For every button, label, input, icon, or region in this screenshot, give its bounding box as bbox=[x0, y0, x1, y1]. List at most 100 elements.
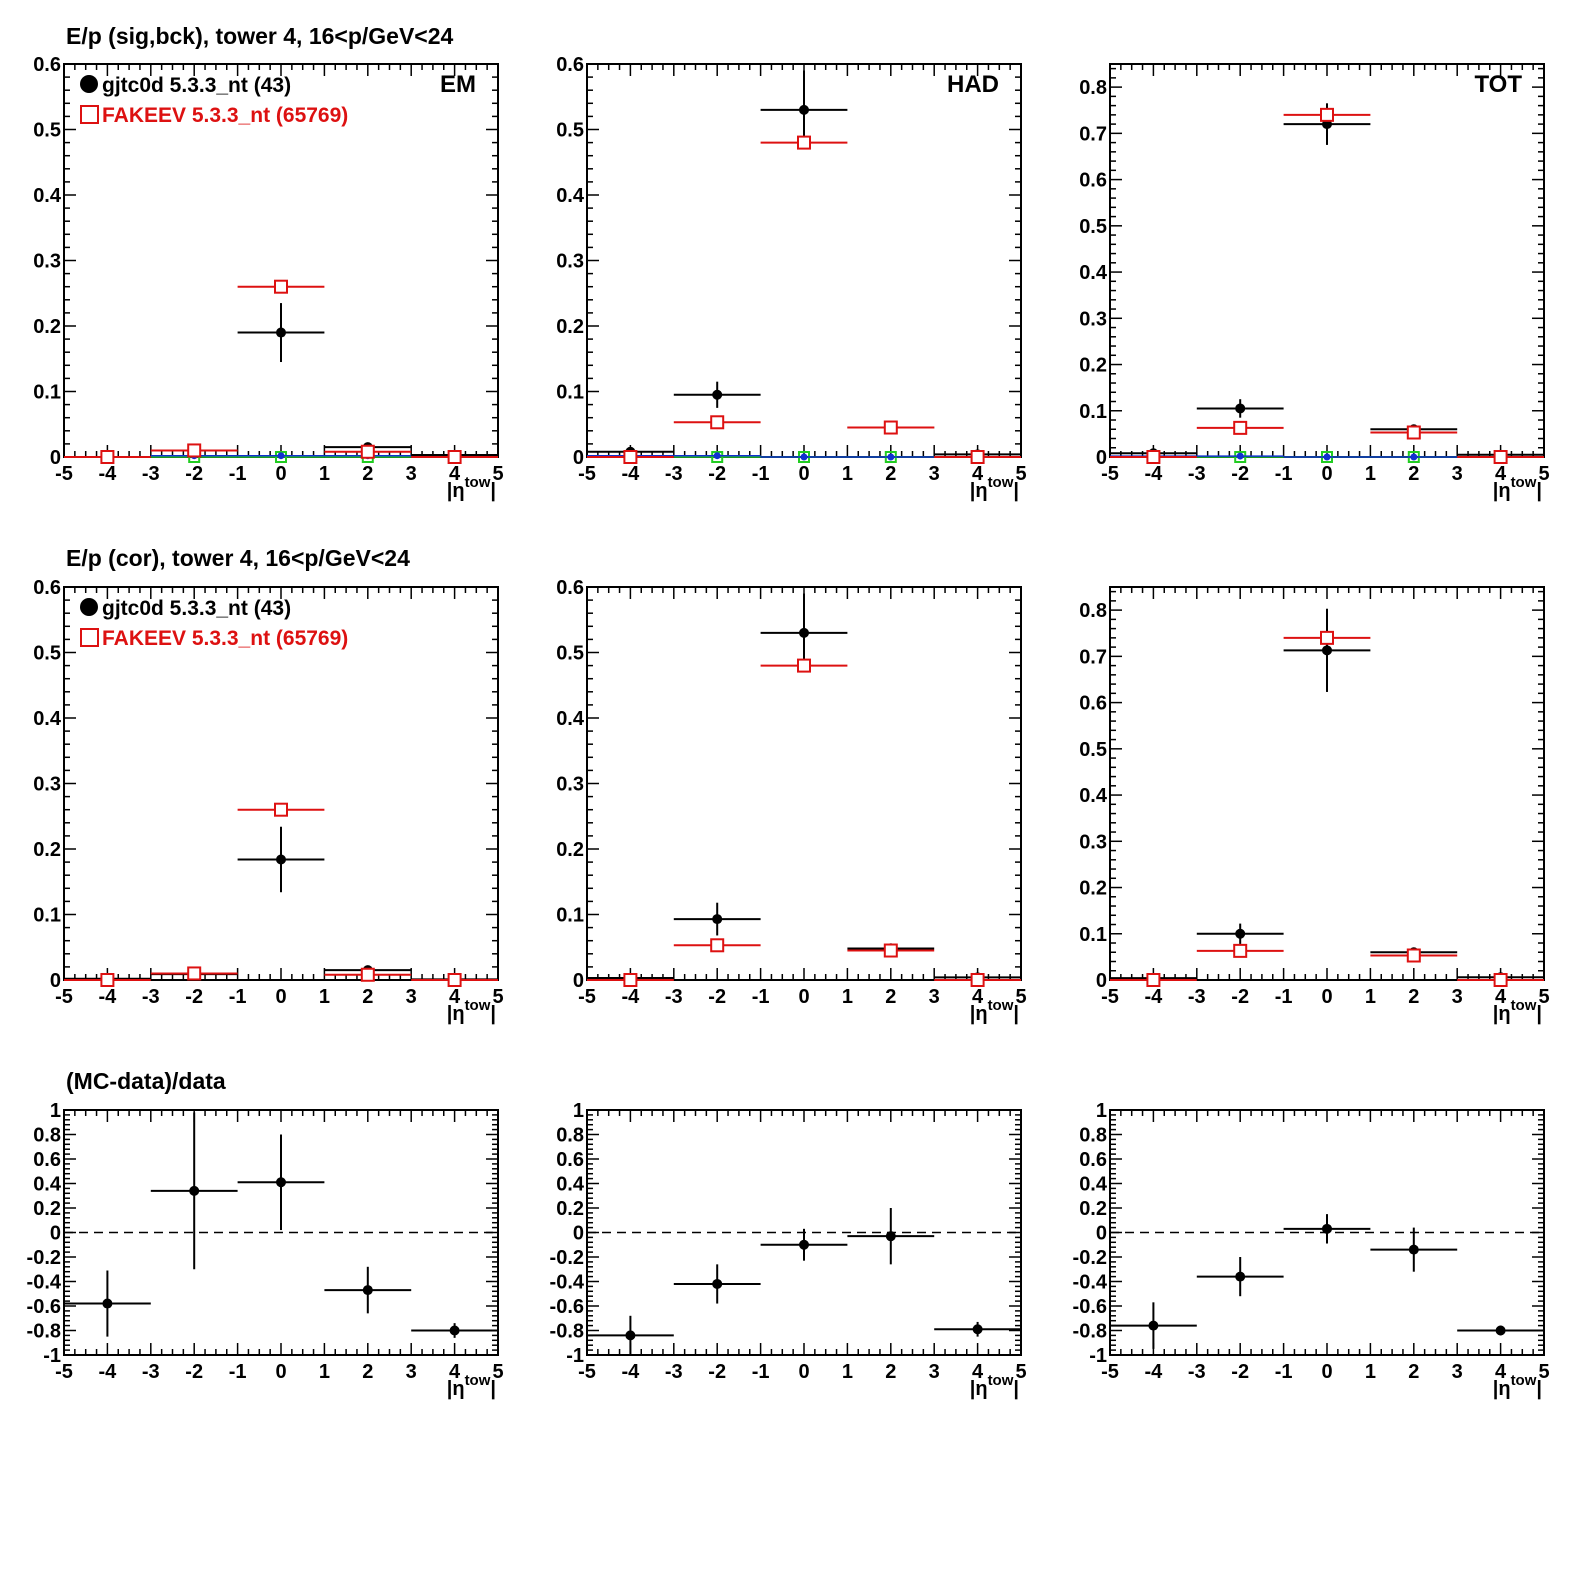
data-point bbox=[1322, 1223, 1332, 1234]
x-tick-label: -1 bbox=[229, 1361, 247, 1383]
x-tick-label: -3 bbox=[142, 986, 160, 1008]
y-tick-label: -1 bbox=[43, 1345, 61, 1367]
y-tick-label: 0.1 bbox=[33, 905, 61, 927]
panel-tag: HAD bbox=[947, 71, 999, 98]
mc-point bbox=[1233, 420, 1248, 435]
x-axis-label: |ηtow| bbox=[447, 474, 496, 502]
x-tick-label: 5 bbox=[492, 1361, 503, 1383]
y-tick-label: 0.2 bbox=[1079, 1198, 1107, 1220]
data-point bbox=[712, 914, 723, 925]
y-tick-label: 0.1 bbox=[556, 905, 584, 927]
y-tick-label: 0.2 bbox=[556, 316, 584, 338]
x-tick-label: 2 bbox=[1408, 463, 1419, 485]
y-tick-label: 0.8 bbox=[1079, 1125, 1107, 1147]
x-tick-label: 0 bbox=[275, 986, 286, 1008]
x-tick-label: -5 bbox=[578, 463, 596, 485]
y-tick-label: -0.4 bbox=[550, 1272, 585, 1294]
x-tick-label: 2 bbox=[1408, 986, 1419, 1008]
x-tick-label: 2 bbox=[885, 463, 896, 485]
y-tick-label: -0.6 bbox=[1073, 1296, 1107, 1318]
y-tick-label: 0.2 bbox=[556, 1198, 584, 1220]
y-tick-label: 0.4 bbox=[1079, 262, 1108, 284]
data-point bbox=[1148, 1320, 1159, 1331]
data-point bbox=[449, 1325, 460, 1336]
x-tick-label: 0 bbox=[1321, 463, 1332, 485]
x-tick-label: -5 bbox=[55, 986, 73, 1008]
legend-label-mc: FAKEEV 5.3.3_nt (65769) bbox=[102, 104, 348, 127]
mc-point bbox=[797, 658, 811, 673]
x-tick-label: 0 bbox=[275, 1361, 286, 1383]
y-tick-label: 0.5 bbox=[556, 643, 584, 665]
data-point bbox=[1322, 645, 1332, 656]
y-tick-label: 0.6 bbox=[556, 1149, 584, 1171]
mc-point bbox=[274, 802, 288, 817]
bck-point bbox=[277, 452, 285, 460]
mc-point bbox=[623, 450, 638, 464]
x-axis-label: |ηtow| bbox=[447, 997, 496, 1025]
y-tick-label: 1 bbox=[573, 1100, 584, 1122]
y-tick-label: 0 bbox=[50, 1223, 61, 1245]
y-tick-label: 0.5 bbox=[1079, 216, 1107, 238]
x-axis-label: |ηtow| bbox=[1493, 1372, 1542, 1400]
x-tick-label: -2 bbox=[185, 986, 203, 1008]
y-tick-label: 0.5 bbox=[33, 120, 61, 142]
mc-point bbox=[360, 967, 375, 982]
x-tick-label: 4 bbox=[449, 463, 461, 485]
series-data bbox=[64, 1112, 498, 1338]
y-tick-label: 0.8 bbox=[1079, 77, 1107, 99]
x-tick-label: 1 bbox=[319, 463, 330, 485]
mc-point bbox=[1320, 107, 1334, 122]
y-tick-label: 0.6 bbox=[33, 54, 61, 76]
y-tick-label: 0 bbox=[1096, 1223, 1107, 1245]
y-tick-label: 0.1 bbox=[1079, 924, 1107, 946]
mc-point bbox=[970, 973, 985, 987]
y-tick-label: -0.6 bbox=[550, 1296, 584, 1318]
mc-point bbox=[710, 415, 725, 430]
x-tick-label: -5 bbox=[578, 1361, 596, 1383]
x-tick-label: -1 bbox=[1275, 463, 1293, 485]
y-tick-label: -0.4 bbox=[1073, 1272, 1108, 1294]
x-tick-label: 1 bbox=[842, 463, 853, 485]
y-tick-label: 0.3 bbox=[33, 774, 61, 796]
mc-point bbox=[883, 943, 898, 958]
data-point bbox=[362, 1285, 373, 1296]
y-tick-label: 0.2 bbox=[1079, 355, 1107, 377]
legend-label-mc: FAKEEV 5.3.3_nt (65769) bbox=[102, 627, 348, 650]
series-mc bbox=[64, 279, 498, 464]
y-tick-label: 0 bbox=[1096, 447, 1107, 469]
x-tick-label: 1 bbox=[842, 986, 853, 1008]
series-mc bbox=[64, 802, 498, 987]
data-point bbox=[1408, 1244, 1419, 1255]
mc-point bbox=[1233, 943, 1248, 958]
mc-point bbox=[1493, 450, 1508, 464]
bck-point bbox=[887, 453, 895, 461]
x-tick-label: 1 bbox=[1365, 986, 1376, 1008]
panel-1-2: -5 -4 -3 -2 -1 0 1 2 3 4 5 0 0.1 0.2 0.3 0.4 0.5 0.6 0.7 0.… bbox=[1079, 586, 1550, 1025]
bck-point bbox=[1410, 453, 1418, 461]
mc-point bbox=[1406, 948, 1421, 963]
y-tick-label: 0.1 bbox=[33, 382, 61, 404]
y-tick-label: 0 bbox=[1096, 970, 1107, 992]
x-tick-label: 4 bbox=[449, 1361, 461, 1383]
x-tick-label: -4 bbox=[622, 463, 641, 485]
x-tick-label: -3 bbox=[1188, 986, 1206, 1008]
x-tick-label: 3 bbox=[1452, 986, 1463, 1008]
x-tick-label: 4 bbox=[1495, 986, 1507, 1008]
x-tick-label: -2 bbox=[1231, 463, 1249, 485]
x-tick-label: -3 bbox=[142, 463, 160, 485]
y-tick-label: -1 bbox=[1089, 1345, 1107, 1367]
x-tick-label: 4 bbox=[1495, 1361, 1507, 1383]
mc-point bbox=[447, 973, 462, 987]
x-tick-label: -4 bbox=[99, 1361, 118, 1383]
y-tick-label: 1 bbox=[50, 1100, 61, 1122]
y-tick-label: 0.6 bbox=[556, 577, 584, 599]
y-tick-label: 0 bbox=[50, 447, 61, 469]
panel-1-1: -5 -4 -3 -2 -1 0 1 2 3 4 5 0 0.1 0.2 0.3 0.4 0.5 0.6 |ηtow… bbox=[556, 577, 1026, 1025]
x-tick-label: 4 bbox=[972, 1361, 984, 1383]
y-tick-label: -0.2 bbox=[1073, 1247, 1107, 1269]
panel-2-2: -5 -4 -3 -2 -1 0 1 2 3 4 5-1-0.8-0.6-0.4-0.200.20.… bbox=[1073, 1100, 1550, 1400]
y-tick-label: 0.7 bbox=[1079, 123, 1107, 145]
y-tick-label: 0.5 bbox=[556, 120, 584, 142]
x-tick-label: 5 bbox=[1538, 463, 1549, 485]
